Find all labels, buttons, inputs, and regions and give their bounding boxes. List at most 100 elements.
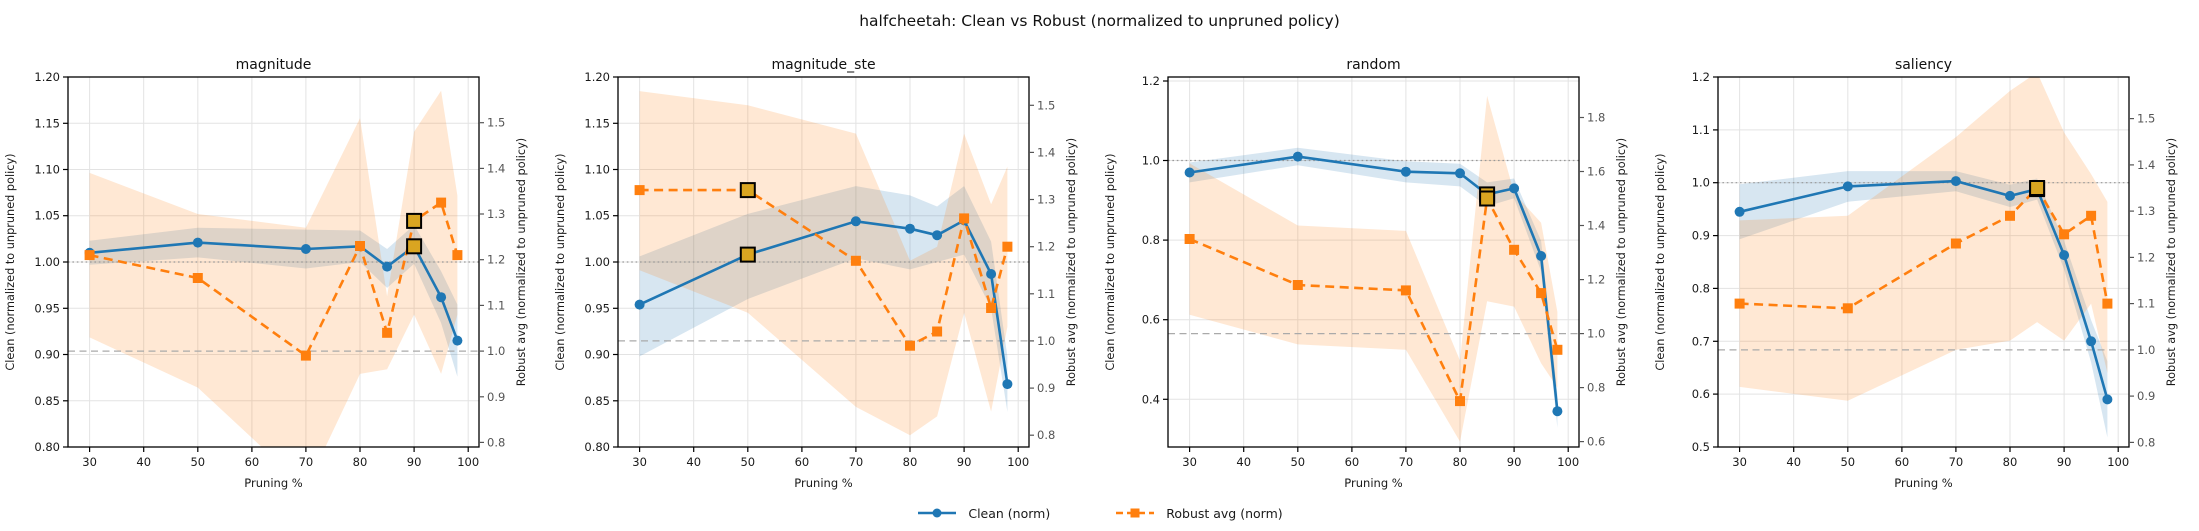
right-axis-label: Robust avg (normalized to unpruned polic… [515,138,528,386]
svg-text:1.0: 1.0 [1587,327,1605,341]
right-tick-labels: 0.8 0.9 1.0 1.1 1.2 1.3 1.4 1.5 [1029,98,1055,442]
svg-text:1.8: 1.8 [1587,111,1605,125]
svg-text:0.9: 0.9 [2137,389,2155,403]
right-tick-labels: 0.8 0.9 1.0 1.1 1.2 1.3 1.4 1.5 [2129,112,2155,449]
svg-text:1.3: 1.3 [2137,204,2155,218]
x-axis-label: Pruning % [244,476,302,490]
svg-text:50: 50 [1840,455,1855,469]
svg-text:90: 90 [407,455,422,469]
svg-text:1.1: 1.1 [2137,297,2155,311]
svg-text:1.2: 1.2 [487,253,505,267]
svg-text:0.8: 0.8 [2137,435,2155,449]
svg-text:1.4: 1.4 [1587,219,1605,233]
svg-text:50: 50 [740,455,755,469]
svg-text:100: 100 [457,455,479,469]
clean-line [639,218,1009,385]
svg-text:0.80: 0.80 [584,440,610,454]
svg-text:40: 40 [1786,455,1801,469]
svg-text:1.0: 1.0 [487,344,505,358]
left-tick-labels: 0.80 0.85 0.90 0.95 1.00 1.05 1.10 1.15 1.20 [584,70,618,454]
clean-band [1739,171,2108,438]
svg-text:0.6: 0.6 [1692,387,1710,401]
svg-text:80: 80 [353,455,368,469]
svg-text:0.90: 0.90 [584,348,610,362]
subplot-title: saliency [1895,57,1952,73]
svg-text:1.2: 1.2 [1587,273,1605,287]
svg-text:1.2: 1.2 [1692,70,1710,84]
grid [1168,77,1579,447]
svg-text:1.05: 1.05 [584,209,610,223]
svg-text:1.5: 1.5 [487,116,505,130]
subplot-saliency: 0.5 0.6 0.7 0.8 0.9 1.0 1.1 1.2 0.8 0.9 1.0 1.1 1.2 1… [1654,57,2178,490]
svg-text:1.2: 1.2 [2137,250,2155,264]
svg-text:30: 30 [1732,455,1747,469]
x-axis-label: Pruning % [1344,476,1402,490]
svg-text:0.8: 0.8 [1692,281,1710,295]
svg-text:1.4: 1.4 [2137,158,2155,172]
svg-text:50: 50 [190,455,205,469]
legend-item-robust: Robust avg (norm) [1114,506,1283,521]
subplot-magnitude: 0.800.850.900.951.001.051.101.151.200.80… [4,57,528,490]
robust-band [89,90,458,447]
svg-text:90: 90 [957,455,972,469]
left-axis-label: Clean (normalized to unpruned policy) [4,153,17,370]
robust-line [1189,194,1559,406]
svg-text:0.85: 0.85 [34,394,60,408]
clean-line [1739,179,2109,400]
svg-text:0.8: 0.8 [1142,233,1160,247]
svg-text:1.10: 1.10 [34,163,60,177]
right-tick-labels: 0.8 0.9 1.0 1.1 1.2 1.3 1.4 1.5 [479,116,505,449]
left-tick-labels: 0.4 0.6 0.8 1.0 1.2 [1142,74,1168,406]
svg-text:60: 60 [795,455,810,469]
legend-item-clean: Clean (norm) [916,506,1050,521]
svg-text:0.9: 0.9 [487,390,505,404]
clean-band [639,186,1008,412]
svg-text:100: 100 [2107,455,2129,469]
x-axis-label: Pruning % [794,476,852,490]
svg-text:0.9: 0.9 [1692,229,1710,243]
svg-text:0.6: 0.6 [1142,313,1160,327]
svg-text:1.20: 1.20 [34,70,60,84]
left-tick-labels: 0.5 0.6 0.7 0.8 0.9 1.0 1.1 1.2 [1692,70,1718,454]
clean-line [1189,155,1559,412]
svg-text:1.15: 1.15 [34,116,60,130]
right-axis-label: Robust avg (normalized to unpruned polic… [1065,138,1078,386]
svg-text:70: 70 [849,455,864,469]
svg-text:0.8: 0.8 [487,435,505,449]
svg-text:1.0: 1.0 [2137,343,2155,357]
svg-text:1.2: 1.2 [1037,240,1055,254]
svg-text:1.4: 1.4 [487,161,505,175]
robust-line [639,188,1009,348]
svg-text:1.1: 1.1 [487,298,505,312]
legend-label-clean: Clean (norm) [968,505,1051,521]
svg-text:1.3: 1.3 [487,207,505,221]
svg-text:1.05: 1.05 [34,209,60,223]
svg-text:80: 80 [903,455,918,469]
axis-frame [1167,76,1580,448]
robust-band [639,91,1008,436]
x-tick-labels: 30 40 50 60 70 80 90 100 [82,447,479,469]
clean-band [1189,147,1558,428]
legend: Clean (norm) Robust avg (norm) [0,500,2199,526]
highlight-markers [1479,186,1496,207]
svg-text:1.1: 1.1 [1037,287,1055,301]
highlight-markers [739,182,756,263]
axis-frame [1717,76,2130,448]
robust-band [1189,95,1558,442]
svg-text:1.4: 1.4 [1037,145,1055,159]
svg-text:1.6: 1.6 [1587,165,1605,179]
svg-text:0.85: 0.85 [584,394,610,408]
x-tick-labels: 30 40 50 60 70 80 90 100 [632,447,1029,469]
svg-text:30: 30 [1182,455,1197,469]
svg-text:0.95: 0.95 [584,301,610,315]
subplot-title: magnitude [236,57,312,73]
highlight-markers [2029,180,2046,198]
svg-text:1.20: 1.20 [584,70,610,84]
svg-text:0.90: 0.90 [34,348,60,362]
svg-text:0.7: 0.7 [1692,334,1710,348]
svg-text:70: 70 [299,455,314,469]
svg-text:40: 40 [1236,455,1251,469]
svg-text:0.8: 0.8 [1037,428,1055,442]
svg-text:0.5: 0.5 [1692,440,1710,454]
svg-text:1.3: 1.3 [1037,193,1055,207]
